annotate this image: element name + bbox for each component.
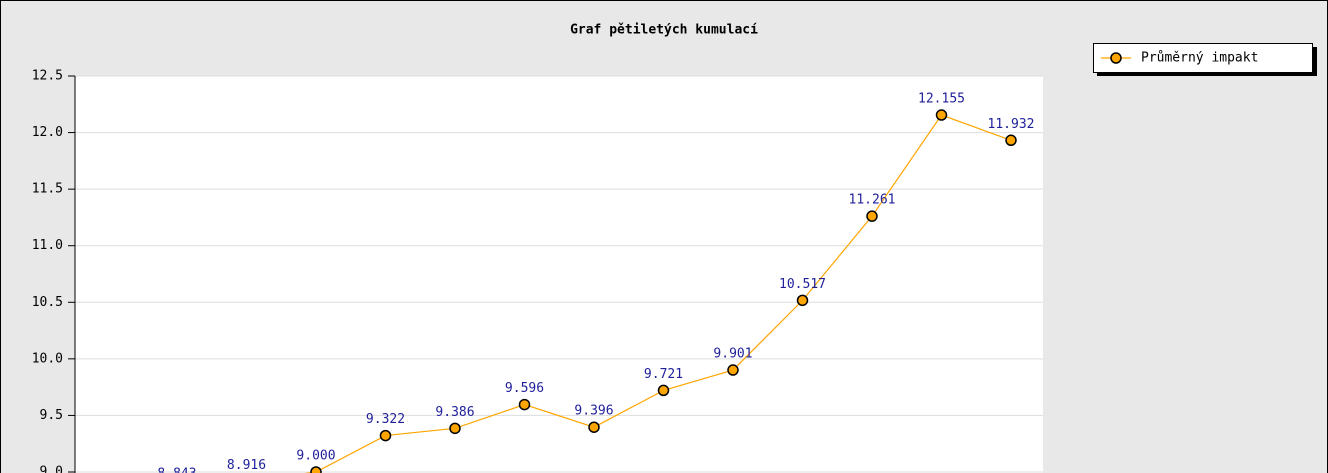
point (1005, 134, 1017, 147)
point (449, 422, 461, 435)
point (588, 421, 600, 433)
data-label: 9.721 (644, 367, 683, 382)
point (657, 384, 670, 397)
y-tick-label: 10.0 (32, 351, 63, 366)
legend (1093, 43, 1317, 76)
y-tick-label: 12.5 (32, 69, 63, 84)
data-label: 9.901 (713, 347, 752, 362)
y-tick-label: 9.0 (40, 465, 63, 473)
y-tick-label: 9.5 (40, 408, 63, 423)
legend-label: Průměrný impakt (1141, 51, 1258, 66)
point (796, 294, 809, 307)
y-tick-label: 11.0 (32, 238, 63, 253)
legend-marker (1110, 52, 1122, 64)
data-label: 9.000 (296, 449, 335, 464)
legend-box (1093, 43, 1313, 73)
point (379, 429, 392, 442)
plot-area (75, 76, 1043, 473)
y-tick-label: 10.5 (32, 295, 63, 310)
data-label: 9.596 (505, 381, 544, 396)
y-tick-label: 12.0 (32, 125, 63, 140)
data-label: 11.932 (988, 117, 1035, 132)
point (518, 398, 531, 411)
data-label: 9.396 (574, 404, 613, 419)
data-label: 8.916 (227, 458, 266, 473)
point (935, 109, 948, 121)
point (727, 364, 739, 376)
data-label: 11.261 (849, 193, 896, 208)
data-label: 9.386 (435, 405, 474, 420)
data-label: 12.155 (918, 92, 965, 107)
point (866, 210, 878, 222)
point (310, 466, 322, 473)
data-label: 10.517 (779, 277, 826, 292)
data-label: 8.843 (157, 466, 196, 473)
data-label: 9.322 (366, 412, 405, 427)
chart-title: Graf pětiletých kumulací (570, 23, 758, 38)
y-tick-label: 11.5 (32, 182, 63, 197)
